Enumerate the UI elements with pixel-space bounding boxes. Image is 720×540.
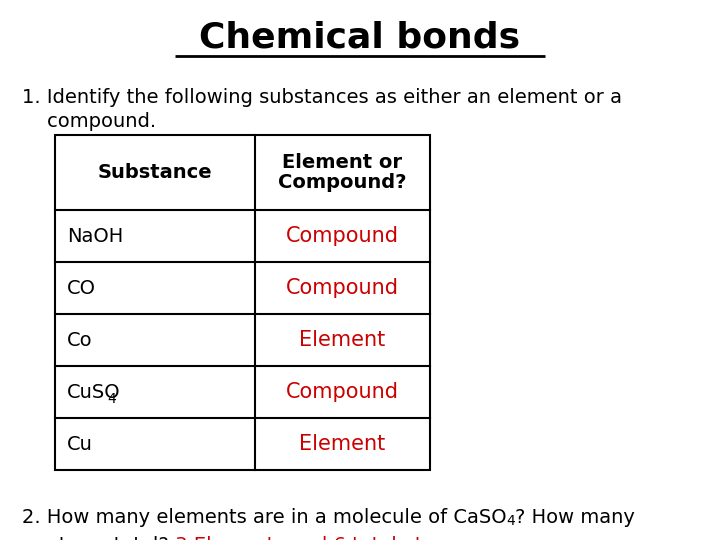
Text: Chemical bonds: Chemical bonds — [199, 21, 521, 55]
Text: Compound: Compound — [286, 226, 399, 246]
Bar — [55, 135, 430, 470]
Text: 3 Elements and 6 total atoms: 3 Elements and 6 total atoms — [168, 536, 463, 540]
Text: Compound: Compound — [286, 382, 399, 402]
Text: CO: CO — [67, 279, 96, 298]
Text: Cu: Cu — [67, 435, 93, 454]
Text: 4: 4 — [107, 392, 116, 406]
Text: 1. Identify the following substances as either an element or a: 1. Identify the following substances as … — [22, 88, 622, 107]
Text: atoms total?: atoms total? — [22, 536, 168, 540]
Text: ? How many: ? How many — [515, 508, 634, 527]
Text: Element: Element — [300, 330, 386, 350]
Text: Element: Element — [300, 434, 386, 454]
Text: Element or: Element or — [282, 153, 402, 172]
Text: compound.: compound. — [22, 112, 156, 131]
Text: atoms total?: atoms total? — [22, 536, 168, 540]
Text: CuSO: CuSO — [67, 382, 121, 402]
Text: Compound: Compound — [286, 278, 399, 298]
Text: 4: 4 — [507, 514, 516, 528]
Text: 2. How many elements are in a molecule of CaSO: 2. How many elements are in a molecule o… — [22, 508, 507, 527]
Text: NaOH: NaOH — [67, 226, 123, 246]
Text: Substance: Substance — [98, 163, 212, 182]
Text: Co: Co — [67, 330, 93, 349]
Text: Compound?: Compound? — [278, 173, 407, 192]
